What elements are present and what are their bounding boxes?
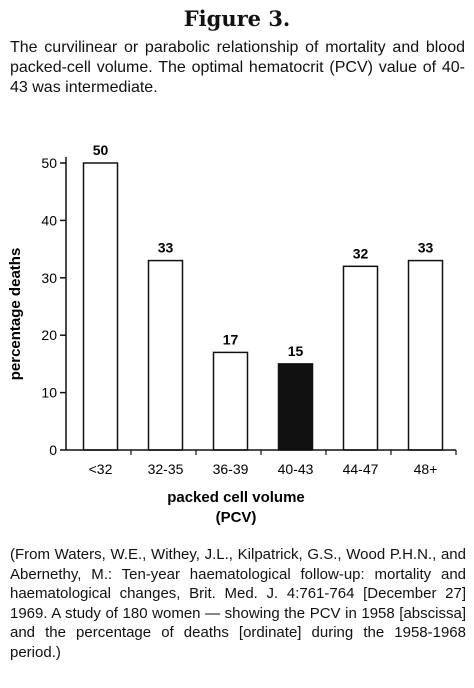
x-tick-label: 32-35 (148, 461, 184, 477)
figure-title: Figure 3. (183, 6, 291, 31)
bar (342, 265, 379, 451)
data-label: 50 (93, 142, 109, 158)
x-tick-label: 44-47 (343, 461, 379, 477)
x-axis: <32 32-35 36-39 40-43 44-47 48+ (66, 449, 457, 477)
y-tick-label: 10 (41, 385, 57, 401)
bar-chart: 0 10 20 30 40 50 50 33 17 15 32 33 <32 32-35 36-39 40… (7, 142, 457, 526)
bar (277, 363, 314, 451)
bar (212, 351, 249, 451)
y-tick-label: 40 (41, 212, 57, 228)
x-axis-label: packed cell volume (167, 489, 305, 506)
bar (147, 259, 184, 451)
figure-caption: The curvilinear or parabolic relationshi… (10, 39, 465, 96)
data-label: 32 (353, 245, 369, 261)
y-axis-label: percentage deaths (7, 248, 24, 381)
y-tick-label: 0 (49, 442, 57, 458)
y-tick-label: 30 (41, 270, 57, 286)
data-label: 33 (418, 240, 434, 256)
x-axis-label-unit: (PCV) (216, 509, 257, 526)
y-tick-label: 50 (41, 155, 57, 171)
source-note: (From Waters, W.E., Withey, J.L., Kilpat… (10, 546, 466, 661)
bar (82, 162, 119, 451)
x-tick-label: 40-43 (278, 461, 314, 477)
y-tick-label: 20 (41, 327, 57, 343)
bars-group: 50 33 17 15 32 33 (82, 142, 444, 451)
x-tick-label: 48+ (414, 461, 438, 477)
y-axis: 0 10 20 30 40 50 (41, 155, 67, 458)
bar (407, 259, 444, 451)
x-tick-label: <32 (89, 461, 113, 477)
x-tick-label: 36-39 (213, 461, 249, 477)
data-label: 33 (158, 240, 174, 256)
data-label: 15 (288, 343, 304, 359)
data-label: 17 (223, 331, 239, 347)
